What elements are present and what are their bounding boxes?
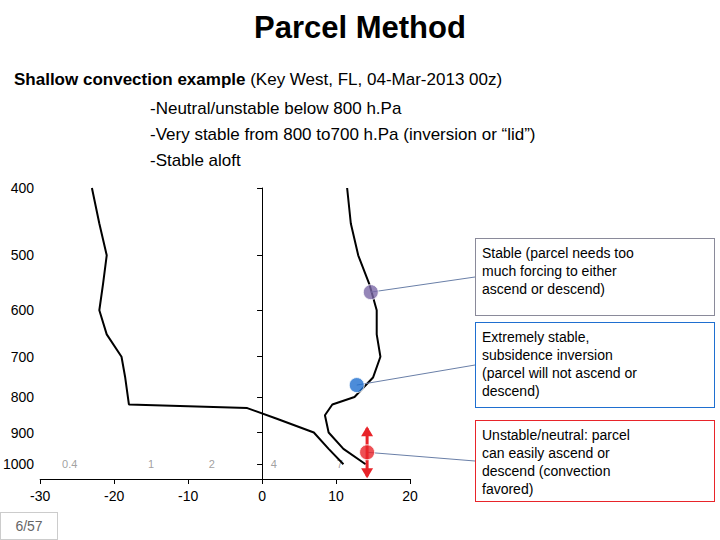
svg-text:0: 0 — [258, 488, 266, 504]
svg-text:7: 7 — [336, 458, 343, 471]
html-text:subsidence inversion: subsidence inversion — [482, 347, 613, 363]
html-text:can easily ascend or: can easily ascend or — [482, 445, 610, 461]
html-text:(parcel will not ascend or: (parcel will not ascend or — [482, 365, 637, 381]
svg-text:2: 2 — [209, 458, 215, 470]
svg-text:-10: -10 — [178, 488, 198, 504]
svg-text:20: 20 — [402, 488, 418, 504]
html-text:favored): favored) — [482, 481, 534, 497]
svg-text:-20: -20 — [104, 488, 124, 504]
svg-text:1: 1 — [148, 458, 154, 470]
html-text:ascend or descend): ascend or descend) — [482, 281, 605, 297]
svg-text:1000: 1000 — [3, 456, 34, 472]
svg-text:400: 400 — [11, 180, 35, 196]
svg-text:500: 500 — [11, 247, 35, 263]
html-text:Extremely stable,: Extremely stable, — [482, 329, 590, 345]
svg-text:-30: -30 — [30, 488, 50, 504]
svg-text:0.4: 0.4 — [62, 458, 77, 470]
html-text:-Neutral/unstable below 800 h.: -Neutral/unstable below 800 h.Pa — [150, 99, 402, 118]
html-text:Unstable/neutral: parcel: Unstable/neutral: parcel — [482, 427, 630, 443]
html-text:descend (convection: descend (convection — [482, 463, 611, 479]
html-text:-Very stable from 800 to700 h.: -Very stable from 800 to700 h.Pa (invers… — [150, 125, 536, 144]
html-text:Stable (parcel needs too: Stable (parcel needs too — [482, 245, 634, 261]
html-text:descend): descend) — [482, 383, 540, 399]
svg-text:4: 4 — [271, 458, 277, 470]
svg-text:800: 800 — [11, 389, 35, 405]
svg-text:10: 10 — [328, 488, 344, 504]
html-text:much forcing to either: much forcing to either — [482, 263, 617, 279]
html-text:Shallow convection example (Ke: Shallow convection example (Key West, FL… — [14, 70, 503, 89]
html-text:-Stable aloft: -Stable aloft — [150, 151, 241, 170]
svg-text:900: 900 — [11, 425, 35, 441]
html-text:6/57: 6/57 — [15, 518, 43, 534]
html-text:Parcel Method: Parcel Method — [254, 10, 466, 45]
svg-text:700: 700 — [11, 349, 35, 365]
svg-text:600: 600 — [11, 302, 35, 318]
